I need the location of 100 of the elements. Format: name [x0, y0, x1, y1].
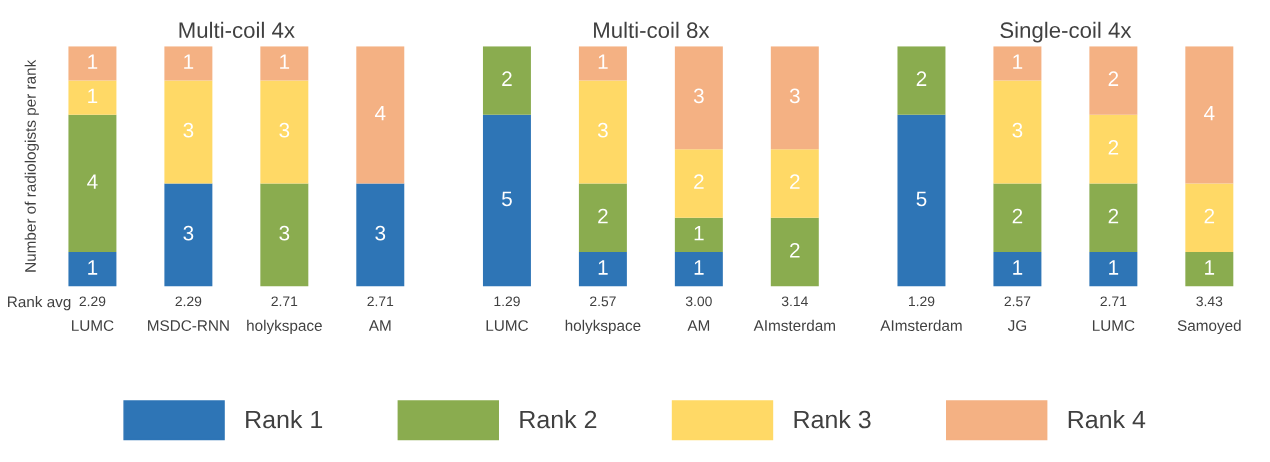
x-tick-label: LUMC [1092, 320, 1135, 331]
x-tick-label: Samoyed [1177, 319, 1241, 335]
data-label: 2 [1012, 208, 1023, 224]
bar [897, 114, 946, 287]
y-axis-title: Number of radiologists per rank [24, 59, 39, 272]
text: Rank avg [8, 296, 71, 311]
text: 3.43 [1196, 296, 1223, 307]
bar [993, 183, 1042, 253]
legend-label: Rank 1 [246, 410, 323, 429]
data-label: 5 [501, 191, 512, 207]
x-tick-label: MSDC-RNN [148, 320, 229, 331]
bar [1185, 46, 1234, 184]
data-label: 3 [789, 88, 800, 104]
data-label: 1 [598, 54, 608, 69]
bar [482, 114, 531, 287]
data-label: 2 [916, 71, 927, 86]
chart-title: Single-coil 4x [1000, 21, 1132, 43]
bar [674, 217, 723, 253]
bar [164, 46, 213, 81]
data-label: 1 [1013, 260, 1023, 275]
legend-label: Rank 4 [1068, 410, 1146, 429]
data-label: 2 [1108, 208, 1119, 224]
data-label: 3 [183, 122, 194, 138]
x-tick-label: holykspace [247, 319, 322, 335]
bar [578, 46, 627, 81]
bar [68, 114, 117, 253]
data-label: 5 [916, 191, 927, 207]
data-label: 2 [790, 174, 800, 189]
bar [578, 183, 627, 253]
data-label: 1 [694, 260, 704, 275]
legend-label: Rank 3 [794, 410, 871, 429]
data-label: 1 [1109, 260, 1119, 275]
bar [356, 46, 405, 184]
text: 1.29 [909, 296, 935, 307]
data-label: 1 [1013, 54, 1023, 69]
data-label: 3 [375, 225, 386, 241]
bar [770, 46, 819, 150]
bar [674, 46, 723, 150]
data-label: 3 [183, 225, 194, 241]
bar [993, 80, 1042, 184]
bar [770, 149, 819, 218]
bar [164, 183, 213, 287]
text: 2.57 [590, 296, 616, 307]
bar [993, 46, 1042, 81]
bar [68, 252, 117, 287]
bar [674, 149, 723, 218]
x-tick-label: AImsterdam [753, 319, 835, 331]
x-tick-label: AM [687, 320, 710, 331]
data-label: 1 [694, 226, 704, 241]
data-label: 3 [693, 88, 704, 104]
data-label: 3 [1012, 122, 1023, 138]
bar [770, 217, 819, 287]
bar [993, 252, 1042, 287]
bar [578, 80, 627, 184]
text: 2.57 [1004, 296, 1031, 307]
chart-title: Multi-coil 8x [594, 21, 710, 39]
text: 3.14 [781, 296, 808, 307]
bar [1089, 46, 1138, 115]
x-tick-label: LUMC [486, 320, 529, 331]
text: 1.29 [494, 296, 520, 307]
data-label: 2 [598, 208, 608, 224]
data-label: 2 [1204, 208, 1215, 224]
data-label: 3 [279, 122, 290, 138]
bar [1089, 114, 1138, 184]
data-label: 3 [279, 225, 290, 241]
data-label: 3 [597, 122, 608, 138]
text: 2.71 [367, 296, 394, 307]
data-label: 1 [280, 54, 290, 69]
bar [68, 46, 117, 81]
legend-label: Rank 2 [520, 410, 597, 429]
text: 3.00 [685, 296, 712, 307]
data-label: 1 [184, 54, 194, 69]
bar [68, 80, 117, 115]
bar [1185, 252, 1234, 287]
chart-title: Multi-coil 4x [179, 21, 295, 39]
bar [578, 252, 627, 287]
bar [897, 46, 946, 115]
data-label: 1 [88, 54, 98, 69]
x-tick-label: LUMC [72, 320, 114, 331]
bar [260, 80, 309, 184]
text: 2.71 [1100, 296, 1127, 307]
bar [164, 80, 213, 184]
bar [482, 46, 531, 115]
bar [260, 46, 309, 81]
bar [1185, 183, 1234, 253]
bar [674, 252, 723, 287]
data-label: 2 [694, 174, 704, 189]
data-label: 2 [502, 71, 512, 86]
data-label: 1 [88, 260, 98, 275]
data-label: 1 [598, 260, 608, 275]
data-label: 2 [790, 242, 800, 258]
text: 2.71 [271, 296, 298, 307]
x-tick-label: JG [1007, 320, 1027, 331]
text: 2.29 [175, 296, 202, 307]
x-tick-label: holykspace [565, 319, 641, 335]
bar [1089, 252, 1138, 287]
data-label: 2 [1108, 140, 1119, 155]
data-label: 1 [1205, 260, 1215, 275]
data-label: 4 [87, 174, 98, 189]
bar [356, 183, 405, 287]
